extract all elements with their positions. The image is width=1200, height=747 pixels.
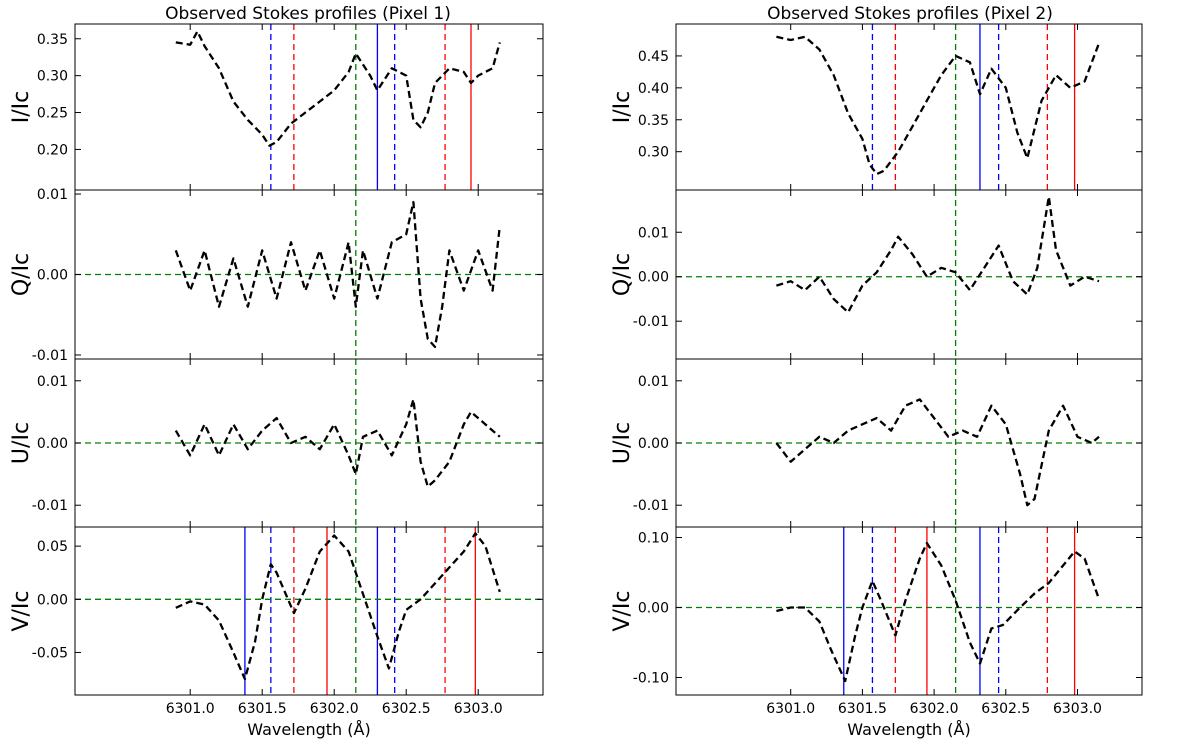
pixel-1-i-ytick-label: 0.30 bbox=[37, 69, 68, 85]
pixel-1-xtick-label: 6301.0 bbox=[166, 701, 215, 717]
pixel-2-v-panel: -0.10 0.00 0.10 V/Ic bbox=[610, 526, 1143, 696]
pixel-1-i-ytick-label: 0.35 bbox=[37, 32, 68, 48]
pixel-1-v-ylabel: V/Ic bbox=[9, 590, 34, 631]
chart-title-pixel-2: Observed Stokes profiles (Pixel 2) bbox=[767, 4, 1053, 24]
pixel-2-v-ytick-label: 0.10 bbox=[638, 531, 669, 547]
pixel-1-u-ylabel: U/Ic bbox=[9, 422, 34, 464]
pixel-1-i-ylabel: I/Ic bbox=[9, 91, 34, 123]
pixel-2-v-profile-line bbox=[776, 541, 1101, 683]
pixel-2-v-ylabel: V/Ic bbox=[610, 590, 635, 631]
pixel-2-i-profile-line bbox=[776, 35, 1101, 176]
pixel-2-u-ylabel: U/Ic bbox=[610, 422, 635, 464]
pixel-1-u-ytick-label: -0.01 bbox=[32, 498, 68, 514]
pixel-2-u-ytick-label: -0.01 bbox=[633, 498, 669, 514]
pixel-1-q-ytick-label: 0.01 bbox=[37, 187, 68, 203]
pixel-1-xtick-label: 6301.5 bbox=[238, 701, 287, 717]
pixel-2-q-profile-line bbox=[776, 195, 1100, 314]
chart-pixel-2: 0.300.350.400.45I/Ic-0.010.000.01Q/Ic-0.… bbox=[610, 23, 1143, 739]
pixel-2-xlabel: Wavelength (Å) bbox=[847, 720, 970, 739]
pixel-2-xtick-label: 6302.5 bbox=[981, 701, 1030, 717]
chart-pixel-1: 0.20 0.25 0.30 0.35 I/Ic -0.01 0.00 0.01 Q/Ic -0.… bbox=[9, 23, 544, 739]
pixel-1-q-ytick-label: -0.01 bbox=[32, 348, 68, 364]
pixel-1-v-panel: -0.05 0.00 0.05 V/Ic bbox=[9, 526, 544, 696]
pixel-1-v-frame bbox=[74, 526, 544, 696]
pixel-1-i-ytick-label: 0.20 bbox=[37, 142, 68, 158]
pixel-2-i-ytick-label: 0.45 bbox=[638, 49, 669, 65]
pixel-1-xtick-label: 6303.0 bbox=[454, 701, 503, 717]
pixel-2-xtick-label: 6301.0 bbox=[766, 701, 815, 717]
pixel-2-q-ytick-label: 0.01 bbox=[638, 225, 669, 241]
pixel-1-i-ytick-label: 0.25 bbox=[37, 106, 68, 122]
pixel-2-u-ytick-label: 0.00 bbox=[638, 436, 669, 452]
pixel-1-xtick-label: 6302.0 bbox=[310, 701, 359, 717]
pixel-1-u-ytick-label: 0.00 bbox=[37, 436, 68, 452]
pixel-1-v-ytick-label: 0.05 bbox=[37, 539, 68, 555]
pixel-2-xtick-label: 6302.0 bbox=[910, 701, 959, 717]
pixel-2-u-panel: -0.01 0.00 0.01 U/Ic bbox=[610, 358, 1143, 528]
pixel-2-q-panel: -0.01 0.00 0.01Q/Ic bbox=[610, 189, 1143, 360]
pixel-1-i-profile-line bbox=[175, 30, 501, 147]
pixel-2-i-ytick-label: 0.30 bbox=[638, 145, 669, 161]
pixel-2-v-frame bbox=[675, 526, 1143, 696]
pixel-2-xtick-label: 6303.0 bbox=[1053, 701, 1102, 717]
pixel-2-i-ylabel: I/Ic bbox=[610, 91, 635, 123]
pixel-2-q-ylabel: Q/Ic bbox=[610, 253, 635, 296]
pixel-1-q-ytick-label: 0.00 bbox=[37, 268, 68, 284]
pixel-1-q-profile-line bbox=[174, 200, 501, 349]
pixel-2-q-ytick-label: -0.01 bbox=[633, 314, 669, 330]
pixel-2-i-ytick-label: 0.35 bbox=[638, 113, 669, 129]
pixel-2-v-ytick-label: -0.10 bbox=[633, 671, 669, 687]
pixel-1-u-profile-line bbox=[174, 398, 501, 488]
pixel-2-i-ytick-label: 0.40 bbox=[638, 81, 669, 97]
pixel-1-v-ytick-label: -0.05 bbox=[32, 645, 68, 661]
pixel-2-xtick-label: 6301.5 bbox=[838, 701, 887, 717]
pixel-1-q-ylabel: Q/Ic bbox=[9, 253, 34, 296]
pixel-2-v-ytick-label: 0.00 bbox=[638, 601, 669, 617]
pixel-2-u-ytick-label: 0.01 bbox=[638, 374, 669, 390]
pixel-1-v-profile-line bbox=[175, 532, 501, 681]
pixel-1-i-panel: 0.20 0.25 0.30 0.35 I/Ic bbox=[9, 23, 544, 191]
pixel-1-xlabel: Wavelength (Å) bbox=[247, 720, 370, 739]
pixel-2-u-profile-line bbox=[775, 398, 1100, 507]
pixel-2-q-ytick-label: 0.00 bbox=[638, 270, 669, 286]
pixel-1-v-ytick-label: 0.00 bbox=[37, 592, 68, 608]
chart-title-pixel-1: Observed Stokes profiles (Pixel 1) bbox=[165, 4, 451, 24]
pixel-1-u-ytick-label: 0.01 bbox=[37, 374, 68, 390]
pixel-1-xtick-label: 6302.5 bbox=[382, 701, 431, 717]
